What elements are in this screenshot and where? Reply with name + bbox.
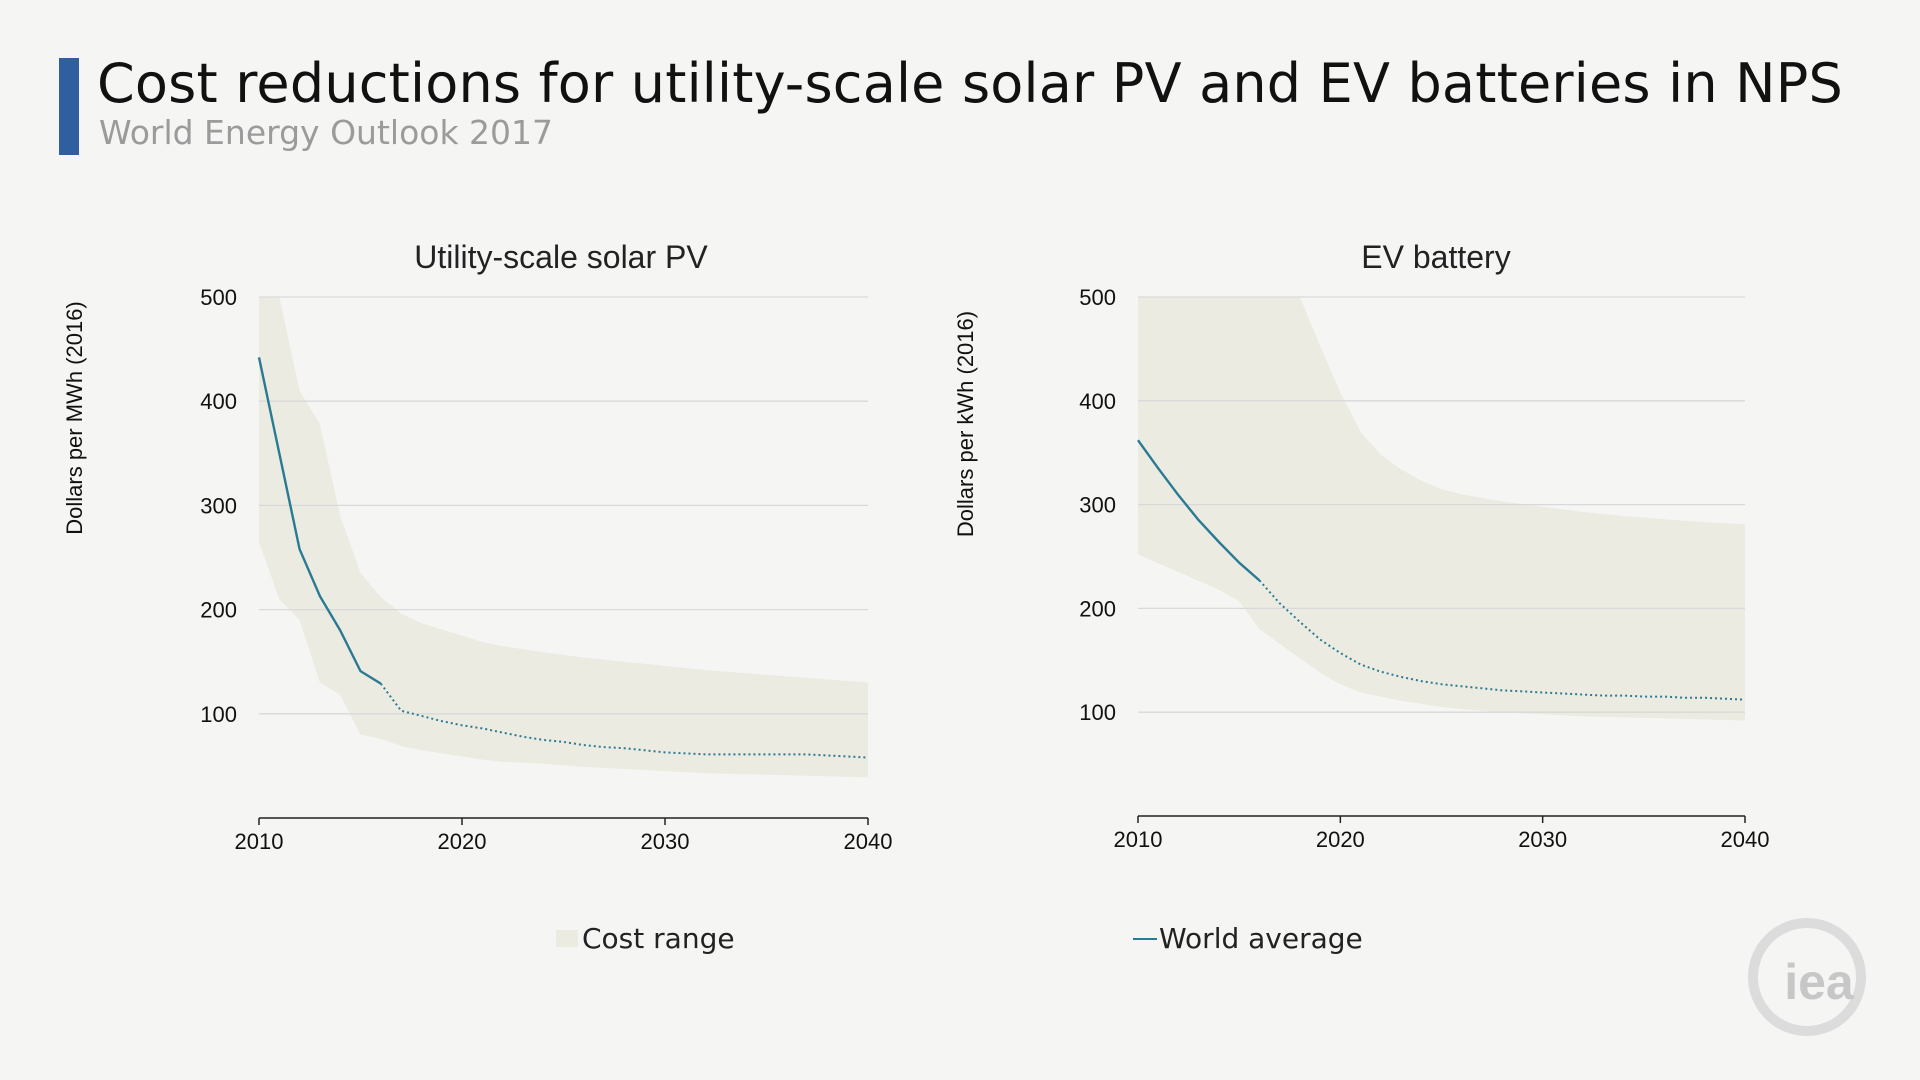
- chart1-x-tick-label-2040: 2040: [844, 829, 893, 854]
- chart1-world-average-historical-line: [257, 357, 382, 685]
- chart2-y-tick-label-400: 400: [1079, 389, 1116, 414]
- chart1-title: Utility-scale solar PV: [414, 239, 708, 275]
- page-subtitle: World Energy Outlook 2017: [99, 113, 554, 152]
- chart2-y-tick-label-200: 200: [1079, 596, 1116, 621]
- chart1-x-tick-label-2030: 2030: [641, 829, 690, 854]
- chart1-y-axis-label: Dollars per MWh (2016): [62, 301, 87, 535]
- legend-world-average-label: World average: [1159, 922, 1363, 955]
- chart2-x-tick-label-2020: 2020: [1316, 827, 1365, 852]
- iea-logo-text: iea: [1784, 954, 1855, 1010]
- chart1-y-tick-label-500: 500: [200, 285, 237, 310]
- iea-logo: iea: [1748, 918, 1866, 1036]
- chart1-y-tick-label-300: 300: [200, 493, 237, 518]
- chart2-x-tick-label-2030: 2030: [1518, 827, 1567, 852]
- chart1-y-tick-label-200: 200: [200, 598, 237, 623]
- chart1-y-tick-label-400: 400: [200, 389, 237, 414]
- legend-world-average: World average: [1133, 922, 1363, 955]
- legend-cost-range: Cost range: [556, 922, 735, 955]
- chart1-world-average-projected-line: [379, 683, 869, 759]
- chart2-y-tick-label-100: 100: [1079, 700, 1116, 725]
- page-title: Cost reductions for utility-scale solar …: [97, 52, 1843, 115]
- chart1-x-tick-label-2020: 2020: [438, 829, 487, 854]
- chart2-world-average-projected-line: [1258, 579, 1746, 701]
- chart2-x-tick-label-2040: 2040: [1721, 827, 1770, 852]
- cost-range-swatch: [556, 930, 578, 947]
- chart1-x-tick-label-2010: 2010: [235, 829, 284, 854]
- legend-cost-range-label: Cost range: [582, 922, 735, 955]
- chart2-world-average-historical-line: [1137, 439, 1261, 582]
- chart2-y-tick-label-500: 500: [1079, 285, 1116, 310]
- chart2-y-tick-label-300: 300: [1079, 493, 1116, 518]
- chart1-cost-range-band: [259, 297, 868, 778]
- chart1-y-tick-label-100: 100: [200, 702, 237, 727]
- title-accent-bar: [59, 58, 79, 155]
- chart2-title: EV battery: [1361, 239, 1510, 275]
- chart2-cost-range-band: [1138, 297, 1745, 721]
- chart2-x-tick-label-2010: 2010: [1114, 827, 1163, 852]
- chart2-y-axis-label: Dollars per kWh (2016): [953, 311, 978, 537]
- world-average-swatch: [1133, 937, 1157, 940]
